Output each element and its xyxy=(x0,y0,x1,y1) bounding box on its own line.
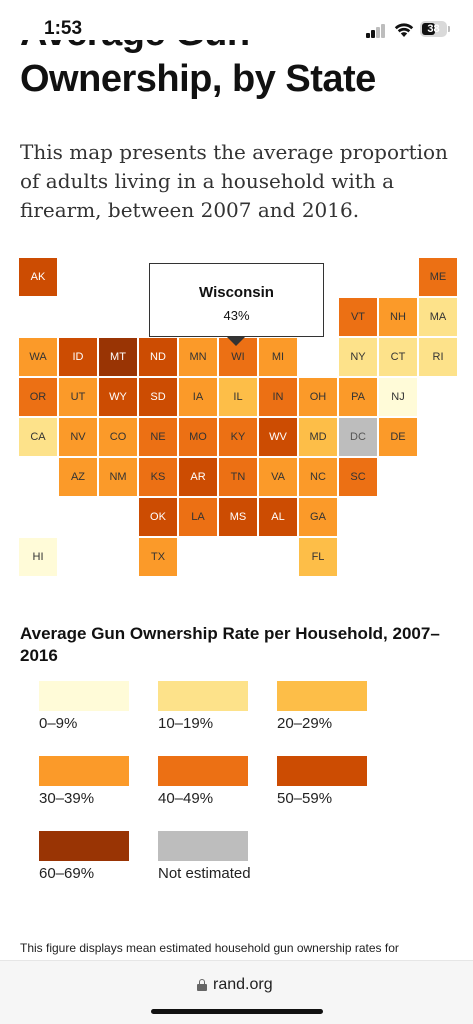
status-time: 1:53 xyxy=(44,18,83,39)
state-tile-oh[interactable]: OH xyxy=(299,378,337,416)
legend-label: 20–29% xyxy=(277,715,333,732)
state-tile-la[interactable]: LA xyxy=(179,498,217,536)
state-tile-ny[interactable]: NY xyxy=(339,338,377,376)
state-tile-ms[interactable]: MS xyxy=(219,498,257,536)
legend-swatch xyxy=(39,831,129,861)
state-tile-il[interactable]: IL xyxy=(219,378,257,416)
state-tile-wy[interactable]: WY xyxy=(99,378,137,416)
cellular-signal-icon xyxy=(366,24,386,38)
url-text[interactable]: rand.org xyxy=(213,976,273,993)
legend-swatch xyxy=(277,681,367,711)
battery-icon: 38 xyxy=(420,21,450,37)
legend-swatch xyxy=(39,756,129,786)
state-tile-de[interactable]: DE xyxy=(379,418,417,456)
state-tile-mi[interactable]: MI xyxy=(259,338,297,376)
state-tile-wa[interactable]: WA xyxy=(19,338,57,376)
legend-label: 50–59% xyxy=(277,790,333,807)
state-tile-mt[interactable]: MT xyxy=(99,338,137,376)
state-tile-sc[interactable]: SC xyxy=(339,458,377,496)
state-tile-nc[interactable]: NC xyxy=(299,458,337,496)
status-bar: 1:53 38 xyxy=(0,0,473,56)
state-tile-me[interactable]: ME xyxy=(419,258,457,296)
legend-swatch xyxy=(39,681,129,711)
tooltip-state-value: 43% xyxy=(223,308,250,323)
legend-swatch xyxy=(158,831,248,861)
state-tile-al[interactable]: AL xyxy=(259,498,297,536)
state-tile-fl[interactable]: FL xyxy=(299,538,337,576)
intro-text: This map presents the average proportion… xyxy=(20,140,448,222)
legend-label: 40–49% xyxy=(158,790,214,807)
state-tile-dc[interactable]: DC xyxy=(339,418,377,456)
state-tile-ia[interactable]: IA xyxy=(179,378,217,416)
legend-label: 10–19% xyxy=(158,715,214,732)
browser-address-bar[interactable]: rand.org xyxy=(0,960,473,1024)
legend-label: 60–69% xyxy=(39,865,95,882)
state-tile-pa[interactable]: PA xyxy=(339,378,377,416)
state-tile-ca[interactable]: CA xyxy=(19,418,57,456)
state-tile-ks[interactable]: KS xyxy=(139,458,177,496)
state-tile-ky[interactable]: KY xyxy=(219,418,257,456)
state-tile-in[interactable]: IN xyxy=(259,378,297,416)
wifi-icon xyxy=(394,23,414,37)
figure-caption: This figure displays mean estimated hous… xyxy=(20,941,399,955)
state-tile-va[interactable]: VA xyxy=(259,458,297,496)
state-tile-ga[interactable]: GA xyxy=(299,498,337,536)
state-tile-ar[interactable]: AR xyxy=(179,458,217,496)
lock-icon xyxy=(197,979,207,991)
state-tile-nh[interactable]: NH xyxy=(379,298,417,336)
state-tile-mn[interactable]: MN xyxy=(179,338,217,376)
state-tile-mo[interactable]: MO xyxy=(179,418,217,456)
state-tile-nv[interactable]: NV xyxy=(59,418,97,456)
state-tile-hi[interactable]: HI xyxy=(19,538,57,576)
home-indicator[interactable] xyxy=(151,1009,323,1014)
state-tile-ma[interactable]: MA xyxy=(419,298,457,336)
state-tile-or[interactable]: OR xyxy=(19,378,57,416)
legend-label: 30–39% xyxy=(39,790,95,807)
legend-swatch xyxy=(277,756,367,786)
state-tile-ri[interactable]: RI xyxy=(419,338,457,376)
state-tile-vt[interactable]: VT xyxy=(339,298,377,336)
state-tile-sd[interactable]: SD xyxy=(139,378,177,416)
state-tile-tx[interactable]: TX xyxy=(139,538,177,576)
state-tooltip: Wisconsin 43% xyxy=(149,263,324,337)
tooltip-state-name: Wisconsin xyxy=(199,284,274,301)
state-tile-ut[interactable]: UT xyxy=(59,378,97,416)
state-tile-md[interactable]: MD xyxy=(299,418,337,456)
state-tile-wv[interactable]: WV xyxy=(259,418,297,456)
state-tile-id[interactable]: ID xyxy=(59,338,97,376)
legend-label: 0–9% xyxy=(39,715,78,732)
legend-title: Average Gun Ownership Rate per Household… xyxy=(20,624,440,665)
state-tile-co[interactable]: CO xyxy=(99,418,137,456)
page-title: Ownership, by State xyxy=(20,58,376,100)
state-tile-ak[interactable]: AK xyxy=(19,258,57,296)
legend-swatch xyxy=(158,681,248,711)
state-tile-ct[interactable]: CT xyxy=(379,338,417,376)
legend-label: Not estimated xyxy=(158,865,251,882)
state-tile-nd[interactable]: ND xyxy=(139,338,177,376)
cut-off-heading-line: Average Gun xyxy=(20,40,460,56)
state-tile-tn[interactable]: TN xyxy=(219,458,257,496)
battery-level: 38 xyxy=(427,23,440,35)
legend-swatch xyxy=(158,756,248,786)
state-tile-az[interactable]: AZ xyxy=(59,458,97,496)
state-tile-ok[interactable]: OK xyxy=(139,498,177,536)
state-tile-nj[interactable]: NJ xyxy=(379,378,417,416)
state-tile-map: AK ME VT NH MA WA ID MT ND MN WI MI NY CT RI OR UT WY SD IA… xyxy=(0,250,473,590)
state-tile-nm[interactable]: NM xyxy=(99,458,137,496)
state-tile-ne[interactable]: NE xyxy=(139,418,177,456)
tooltip-pointer xyxy=(227,337,245,346)
